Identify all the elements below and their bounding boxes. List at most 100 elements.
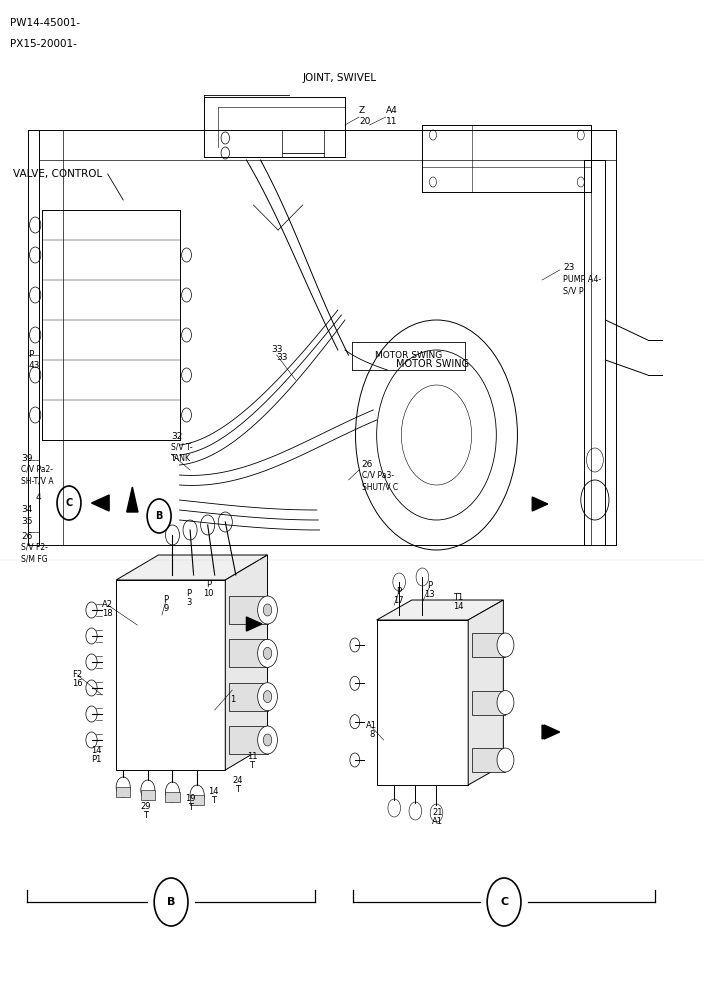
Text: 3: 3 [186, 598, 191, 607]
Circle shape [183, 520, 197, 540]
Text: 16: 16 [72, 679, 83, 688]
Circle shape [86, 680, 97, 696]
Circle shape [86, 654, 97, 670]
Circle shape [416, 568, 429, 586]
Text: A2: A2 [102, 600, 113, 609]
Circle shape [182, 368, 191, 382]
Bar [472, 633, 505, 657]
Bar [472, 748, 505, 772]
Text: 17: 17 [393, 596, 404, 605]
Polygon shape [116, 580, 225, 770]
Polygon shape [544, 725, 560, 739]
Text: 26: 26 [21, 532, 32, 541]
Text: S/V F2-: S/V F2- [21, 543, 48, 552]
Text: T: T [143, 811, 149, 820]
Polygon shape [127, 487, 138, 512]
Text: B: B [167, 897, 175, 907]
Circle shape [350, 676, 360, 690]
Text: 8: 8 [369, 730, 375, 739]
Circle shape [263, 647, 272, 659]
Text: C: C [500, 897, 508, 907]
Circle shape [30, 287, 41, 303]
Circle shape [190, 785, 204, 805]
Text: T1: T1 [453, 593, 463, 602]
Text: 26: 26 [362, 460, 373, 469]
Bar [116, 787, 130, 797]
Text: 20: 20 [359, 117, 370, 126]
Text: T: T [249, 761, 255, 770]
Circle shape [258, 683, 277, 711]
Polygon shape [542, 725, 558, 739]
Circle shape [182, 248, 191, 262]
Circle shape [86, 602, 97, 618]
Text: PUMP A4-: PUMP A4- [563, 275, 601, 284]
Text: 39: 39 [21, 454, 32, 463]
Text: P: P [28, 350, 34, 359]
Circle shape [86, 706, 97, 722]
Text: T: T [187, 803, 193, 812]
Text: S/M FG: S/M FG [21, 554, 48, 563]
Bar [165, 792, 180, 802]
Polygon shape [246, 617, 262, 631]
Text: 19: 19 [185, 794, 195, 803]
Text: P: P [206, 580, 211, 589]
Text: MOTOR SWING: MOTOR SWING [396, 359, 470, 369]
Circle shape [430, 804, 443, 822]
Circle shape [30, 367, 41, 383]
Text: 23: 23 [563, 263, 574, 272]
Text: C/V Pa3-: C/V Pa3- [362, 471, 394, 480]
Text: 29: 29 [141, 802, 151, 811]
Circle shape [258, 639, 277, 667]
Circle shape [258, 596, 277, 624]
Polygon shape [468, 600, 503, 785]
Circle shape [263, 734, 272, 746]
Circle shape [201, 515, 215, 535]
Circle shape [30, 247, 41, 263]
Text: 13: 13 [424, 590, 435, 599]
Text: P1: P1 [92, 755, 101, 764]
Text: 4: 4 [35, 493, 41, 502]
Polygon shape [225, 555, 268, 770]
Circle shape [409, 802, 422, 820]
Text: 32: 32 [171, 432, 182, 441]
Bar [190, 795, 204, 805]
Circle shape [350, 753, 360, 767]
Text: P: P [163, 595, 169, 604]
Circle shape [258, 726, 277, 754]
Text: SHUT/V C: SHUT/V C [362, 482, 398, 491]
Text: 11: 11 [247, 752, 257, 761]
Circle shape [165, 525, 180, 545]
Text: 35: 35 [21, 517, 32, 526]
Bar [229, 683, 268, 711]
Text: JOINT, SWIVEL: JOINT, SWIVEL [303, 73, 377, 83]
Polygon shape [377, 600, 503, 620]
Circle shape [116, 777, 130, 797]
Circle shape [165, 782, 180, 802]
Text: P: P [186, 589, 191, 598]
Text: 33: 33 [271, 346, 282, 355]
Polygon shape [116, 555, 268, 580]
Circle shape [182, 288, 191, 302]
Text: 10: 10 [203, 589, 213, 598]
Circle shape [388, 799, 401, 817]
Text: SH-T/V A: SH-T/V A [21, 476, 54, 485]
Text: S/V T-: S/V T- [171, 443, 193, 452]
Circle shape [86, 732, 97, 748]
Bar [229, 726, 268, 754]
Circle shape [182, 328, 191, 342]
Bar [141, 790, 155, 800]
Text: PW14-45001-: PW14-45001- [10, 18, 80, 28]
Circle shape [30, 327, 41, 343]
Text: 1: 1 [230, 695, 235, 704]
Text: PX15-20001-: PX15-20001- [10, 39, 77, 49]
Circle shape [263, 691, 272, 703]
Circle shape [393, 573, 406, 591]
Text: C/V Pa2-: C/V Pa2- [21, 465, 53, 474]
Text: C: C [65, 498, 73, 508]
Circle shape [218, 512, 232, 532]
Circle shape [30, 217, 41, 233]
Polygon shape [92, 495, 109, 511]
Text: TANK: TANK [171, 454, 191, 463]
Text: 14: 14 [453, 602, 463, 611]
Text: 24: 24 [233, 776, 243, 785]
